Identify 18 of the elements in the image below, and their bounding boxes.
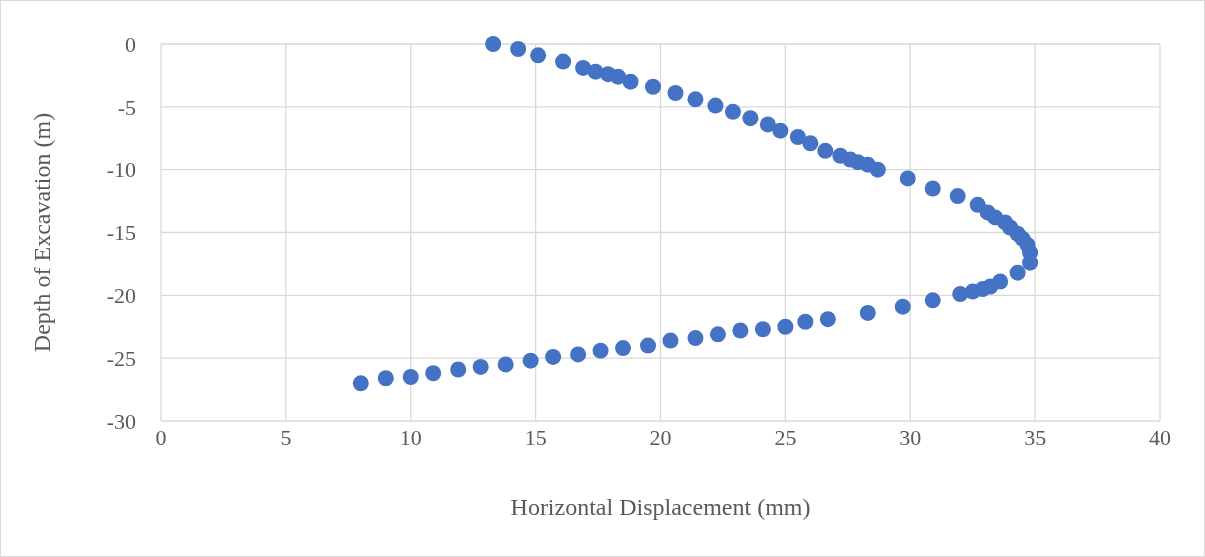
y-axis-title: Depth of Excavation (m) xyxy=(29,112,55,353)
x-axis-title: Horizontal Displacement (mm) xyxy=(510,494,811,520)
x-tick-label: 30 xyxy=(899,425,922,450)
x-tick-label: 20 xyxy=(649,425,672,450)
x-tick-label: 15 xyxy=(524,425,547,450)
x-tick-label: 35 xyxy=(1024,425,1047,450)
y-tick-label: 0 xyxy=(125,31,136,57)
x-tick-label: 0 xyxy=(155,425,167,450)
x-tick-label: 40 xyxy=(1149,425,1171,450)
x-tick-label: 10 xyxy=(399,425,422,450)
y-tick-label: -5 xyxy=(117,94,136,120)
y-tick-label: -15 xyxy=(106,220,136,246)
y-tick-label: -30 xyxy=(106,408,136,434)
y-tick-label: -20 xyxy=(106,283,136,309)
y-tick-label: -25 xyxy=(106,345,136,371)
y-tick-label: -10 xyxy=(106,157,136,183)
x-tick-label: 5 xyxy=(280,425,292,450)
x-tick-label: 25 xyxy=(774,425,797,450)
